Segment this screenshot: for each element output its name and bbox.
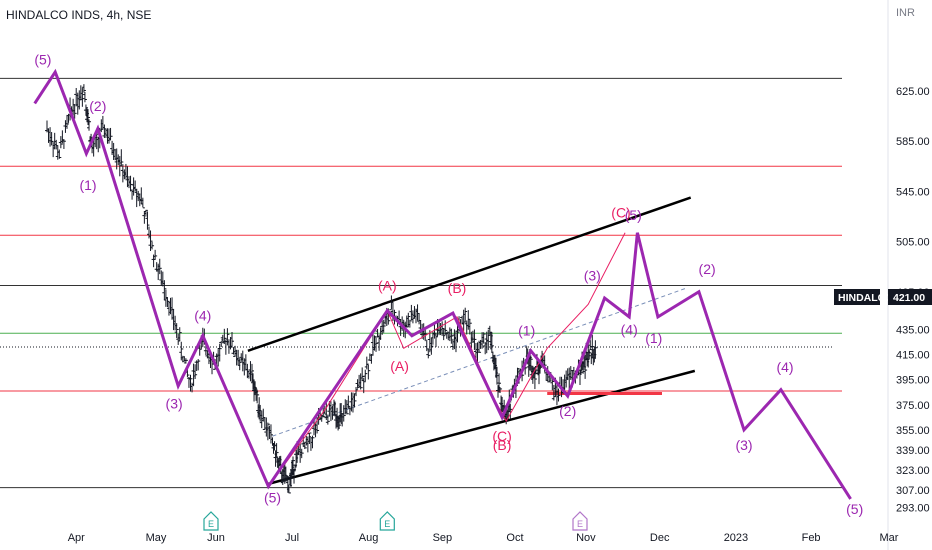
wave-label: (4)	[621, 321, 638, 337]
wave-label: (1)	[645, 330, 662, 346]
price-tag-symbol: HINDALCO	[838, 292, 893, 304]
earnings-icon-label: E	[577, 519, 583, 529]
y-tick-label: 545.00	[896, 186, 930, 198]
x-tick-label: Sep	[433, 532, 453, 544]
x-tick-label: May	[146, 532, 167, 544]
x-tick-label: Jun	[207, 532, 225, 544]
y-tick-label: 355.00	[896, 425, 930, 437]
channel-line	[268, 369, 696, 486]
chart-title: HINDALCO INDS, 4h, NSE	[6, 8, 151, 22]
wave-label: (1)	[79, 177, 96, 193]
x-tick-label: 2023	[724, 532, 748, 544]
wave-label: (5)	[846, 501, 863, 517]
y-tick-label: 395.00	[896, 375, 930, 387]
earnings-icon[interactable]	[379, 511, 395, 531]
y-tick-label: 435.00	[896, 324, 930, 336]
price-tag-value: 421.00	[893, 292, 925, 304]
y-tick-label: 625.00	[896, 86, 930, 98]
x-tick-label: Feb	[802, 532, 821, 544]
earnings-icon-label: E	[384, 519, 390, 529]
wave-label: (5)	[34, 52, 51, 68]
wave-label: (2)	[699, 261, 716, 277]
time-axis[interactable]: Apr May Jun Jul Aug Sep Oct Nov Dec 2023 Feb Mar	[68, 532, 899, 544]
correction-path-line	[267, 232, 626, 487]
wave-label: (C)	[492, 428, 511, 444]
elliott-wave-path	[33, 68, 852, 500]
x-tick-label: Oct	[506, 532, 523, 544]
wave-line	[33, 68, 852, 500]
wave-label: (3)	[584, 267, 601, 283]
ohlc-bars	[45, 84, 598, 494]
x-tick-label: Nov	[576, 532, 596, 544]
wave-label: (2)	[89, 98, 106, 114]
x-tick-label: Apr	[68, 532, 85, 544]
y-tick-label: 415.00	[896, 350, 930, 362]
y-tick-label: 293.00	[896, 503, 930, 515]
channel-line	[247, 196, 692, 352]
wave-label: (1)	[518, 323, 535, 339]
wave-label: (3)	[166, 396, 183, 412]
earnings-icon[interactable]	[203, 511, 219, 531]
earnings-icon-label: E	[208, 519, 214, 529]
currency-label: INR	[896, 7, 915, 19]
x-tick-label: Aug	[359, 532, 379, 544]
wave-label: (B)	[493, 437, 512, 453]
y-tick-label: 307.00	[896, 485, 930, 497]
x-tick-label: Mar	[880, 532, 899, 544]
wave-label: (5)	[264, 490, 281, 506]
y-tick-label: 323.00	[896, 465, 930, 477]
wave-label: (5)	[625, 207, 642, 223]
wave-label: (4)	[194, 308, 211, 324]
last-price-tag: HINDALCO 421.00	[834, 289, 932, 305]
wave-label: (A)	[378, 278, 397, 294]
wave-label: (2)	[559, 403, 576, 419]
wave-labels: (5)(2)(1)(4)(3)(5)(A) (B)(A)(C)(B)(1)(2)(…	[34, 52, 863, 517]
y-tick-label: 505.00	[896, 237, 930, 249]
earnings-icon[interactable]	[572, 511, 588, 531]
x-tick-label: Dec	[650, 532, 670, 544]
x-tick-label: Jul	[285, 532, 299, 544]
y-tick-label: 375.00	[896, 400, 930, 412]
wave-label: (B)	[448, 280, 467, 296]
wave-label: (C)	[611, 205, 630, 221]
price-axis[interactable]: 625.00585.00545.00505.00465.00435.00415.…	[896, 86, 930, 515]
wave-label: (3)	[735, 437, 752, 453]
abc-correction-path	[267, 232, 626, 487]
wave-label: (A)	[390, 358, 409, 374]
wave-label: (4)	[776, 359, 793, 375]
horizontal-levels	[0, 77, 842, 489]
y-tick-label: 339.00	[896, 445, 930, 457]
y-tick-label: 585.00	[896, 136, 930, 148]
